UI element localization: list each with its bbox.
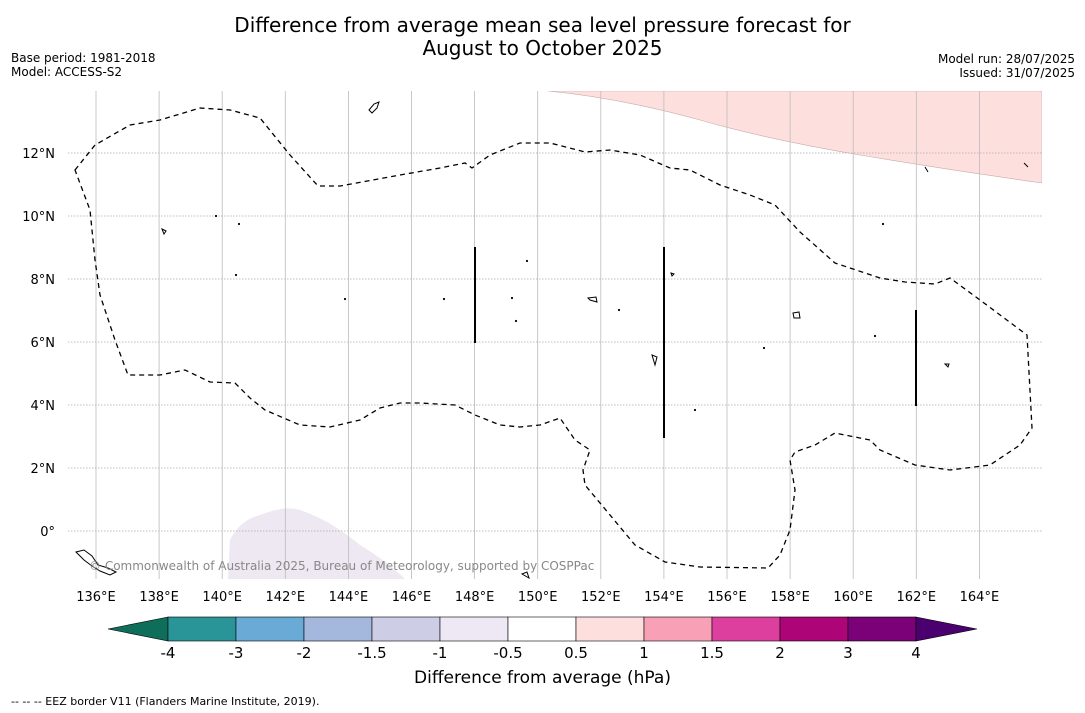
latitude-gridlines — [68, 152, 1042, 532]
lon-tick-label: 146°E — [392, 590, 432, 605]
colorbar-tick-label: 0.5 — [564, 644, 588, 662]
colorbar-tick-label: 4 — [911, 644, 921, 662]
map-area: © Commonwealth of Australia 2025, Bureau… — [68, 91, 1042, 579]
lon-tick-label: 164°E — [960, 590, 1000, 605]
longitude-gridlines — [95, 91, 980, 579]
lon-tick-label: 156°E — [707, 590, 747, 605]
eez-border — [74, 107, 1033, 569]
colorbar-tick-label: -2 — [297, 644, 312, 662]
colorbar-segment — [575, 616, 645, 642]
meta-left: Base period: 1981-2018 Model: ACCESS-S2 — [11, 51, 156, 79]
longitude-tick-labels: 136°E 138°E 140°E 142°E 144°E 146°E 148°E 150°E… — [76, 590, 999, 605]
colorbar-segment — [711, 616, 781, 642]
lon-tick-label: 162°E — [897, 590, 937, 605]
colorbar-segment — [167, 616, 237, 642]
colorbar: -4 -3 -2 -1.5 -1 -0.5 0.5 1 1.5 2 3 4 — [107, 616, 978, 662]
colorbar-segment — [507, 616, 577, 642]
anomaly-shade-positive — [547, 91, 1042, 184]
colorbar-segment — [779, 616, 849, 642]
lon-tick-label: 152°E — [581, 590, 621, 605]
meta-right: Model run: 28/07/2025 Issued: 31/07/2025 — [938, 52, 1075, 80]
lat-tick-label: 6°N — [31, 336, 56, 351]
lon-tick-label: 150°E — [518, 590, 558, 605]
colorbar-segment — [643, 616, 713, 642]
lon-tick-label: 142°E — [266, 590, 306, 605]
colorbar-tick-label: -1.5 — [357, 644, 386, 662]
base-period-text: Base period: 1981-2018 — [11, 51, 156, 65]
colorbar-segment — [371, 616, 441, 642]
colorbar-tick-label: 1.5 — [700, 644, 724, 662]
issued-text: Issued: 31/07/2025 — [959, 66, 1075, 80]
title-line-2: August to October 2025 — [422, 36, 663, 60]
colorbar-tick-label: 1 — [639, 644, 649, 662]
lat-tick-label: 12°N — [22, 147, 55, 162]
lon-tick-label: 158°E — [770, 590, 810, 605]
colorbar-extend-low — [107, 616, 169, 642]
lon-tick-label: 154°E — [644, 590, 684, 605]
lat-tick-label: 4°N — [31, 399, 56, 414]
colorbar-tick-label: 3 — [843, 644, 853, 662]
colorbar-tick-label: -4 — [161, 644, 176, 662]
model-run-text: Model run: 28/07/2025 — [937, 52, 1075, 66]
colorbar-segment — [235, 616, 305, 642]
lat-tick-label: 0° — [40, 525, 55, 540]
colorbar-segment — [847, 616, 917, 642]
copyright-text: © Commonwealth of Australia 2025, Bureau… — [89, 559, 594, 573]
islands — [75, 101, 1029, 579]
lat-tick-label: 10°N — [22, 210, 55, 225]
anomaly-shade-negative — [228, 508, 405, 579]
colorbar-tick-label: -1 — [433, 644, 448, 662]
lat-tick-label: 2°N — [31, 462, 56, 477]
lon-tick-label: 138°E — [139, 590, 179, 605]
latitude-tick-labels: 12°N 10°N 8°N 6°N 4°N 2°N 0° — [22, 147, 55, 540]
lon-tick-label: 136°E — [76, 590, 116, 605]
colorbar-tick-label: 2 — [775, 644, 785, 662]
eez-footnote: -- -- -- EEZ border V11 (Flanders Marine… — [11, 695, 320, 708]
lon-tick-label: 144°E — [329, 590, 369, 605]
lon-tick-label: 140°E — [202, 590, 242, 605]
title-line-1: Difference from average mean sea level p… — [234, 13, 851, 37]
model-text: Model: ACCESS-S2 — [11, 65, 123, 79]
chart-title: Difference from average mean sea level p… — [0, 14, 1085, 60]
colorbar-tick-label: -3 — [229, 644, 244, 662]
colorbar-segment — [439, 616, 509, 642]
colorbar-tick-label: -0.5 — [493, 644, 522, 662]
lon-tick-label: 160°E — [833, 590, 873, 605]
lat-tick-label: 8°N — [31, 273, 56, 288]
colorbar-segment — [303, 616, 373, 642]
colorbar-title: Difference from average (hPa) — [414, 668, 671, 688]
colorbar-extend-high — [915, 616, 978, 642]
lon-tick-label: 148°E — [455, 590, 495, 605]
